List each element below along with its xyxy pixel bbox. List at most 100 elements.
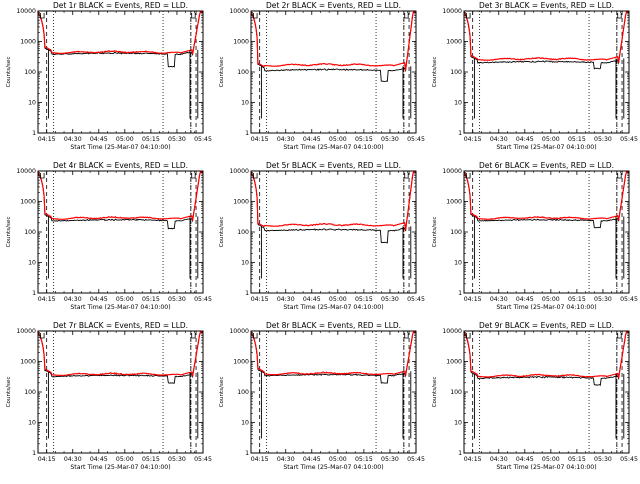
y-tick-label: 10 — [241, 260, 249, 267]
interval-bracket — [191, 13, 196, 19]
y-tick-label: 1 — [32, 290, 36, 297]
x-tick-label: 05:15 — [568, 456, 586, 463]
detector-panel: Det 5r BLACK = Events, RED = LLD. 1 10 100 1… — [219, 161, 425, 311]
y-tick-label: 1 — [32, 450, 36, 457]
y-tick-label: 1000 — [20, 359, 36, 366]
panel-title: Det 2r BLACK = Events, RED = LLD. — [266, 1, 401, 10]
interval-bracket — [40, 173, 45, 179]
y-tick-label: 1000 — [446, 359, 462, 366]
x-tick-label: 05:00 — [542, 136, 560, 143]
x-tick-label: 05:00 — [329, 296, 347, 303]
lld-series-line — [38, 11, 203, 55]
x-tick-label: 05:45 — [194, 296, 212, 303]
x-tick-label: 04:15 — [251, 456, 269, 463]
y-tick-label: 10000 — [16, 328, 36, 335]
x-tick-label: 04:30 — [64, 296, 82, 303]
x-tick-label: 05:15 — [568, 136, 586, 143]
x-tick-label: 04:45 — [303, 136, 321, 143]
y-tick-label: 10 — [241, 420, 249, 427]
events-series-line — [464, 171, 629, 229]
panel-title: Det 1r BLACK = Events, RED = LLD. — [53, 1, 188, 10]
y-tick-label: 1 — [458, 290, 462, 297]
y-tick-label: 10 — [28, 420, 36, 427]
y-axis-label: Counts/sec — [432, 377, 438, 408]
events-series-line — [251, 11, 416, 83]
y-axis-label: Counts/sec — [6, 217, 12, 248]
panel-title: Det 3r BLACK = Events, RED = LLD. — [479, 1, 614, 10]
y-axis-label: Counts/sec — [219, 57, 225, 88]
y-tick-label: 1000 — [20, 39, 36, 46]
interval-bracket — [40, 13, 45, 19]
interval-bracket — [253, 333, 258, 339]
x-tick-label: 04:45 — [516, 296, 534, 303]
plot-frame — [37, 330, 204, 454]
x-tick-label: 05:45 — [620, 456, 638, 463]
x-axis-label: Start Time (25-Mar-07 04:10:00) — [70, 464, 170, 471]
lld-series-line — [464, 331, 629, 379]
y-axis-label: Counts/sec — [6, 57, 12, 88]
x-tick-label: 04:30 — [277, 136, 295, 143]
x-tick-label: 04:45 — [516, 136, 534, 143]
x-tick-label: 04:30 — [64, 136, 82, 143]
interval-bracket — [191, 333, 196, 339]
plot-area — [464, 11, 629, 133]
y-axis-label: Counts/sec — [6, 377, 12, 408]
x-axis-label: Start Time (25-Mar-07 04:10:00) — [283, 144, 383, 151]
x-tick-label: 04:45 — [90, 296, 108, 303]
x-tick-label: 04:45 — [516, 456, 534, 463]
interval-bracket — [466, 333, 471, 339]
y-tick-label: 1000 — [233, 39, 249, 46]
plot-area — [38, 171, 203, 293]
detector-panel: Det 3r BLACK = Events, RED = LLD. 1 10 100 1… — [432, 1, 638, 151]
y-tick-label: 100 — [450, 389, 462, 396]
detector-panel: Det 4r BLACK = Events, RED = LLD. 1 10 100 1… — [6, 161, 212, 311]
x-tick-label: 05:15 — [142, 456, 160, 463]
plot-frame — [37, 10, 204, 134]
x-tick-label: 04:45 — [90, 136, 108, 143]
y-axis-label: Counts/sec — [432, 57, 438, 88]
interval-bracket — [617, 333, 622, 339]
y-tick-label: 1000 — [446, 39, 462, 46]
y-axis-label: Counts/sec — [219, 217, 225, 248]
x-tick-label: 05:30 — [381, 136, 399, 143]
x-tick-label: 05:30 — [594, 136, 612, 143]
x-tick-label: 04:15 — [464, 136, 482, 143]
y-tick-label: 10000 — [229, 8, 249, 15]
x-axis-label: Start Time (25-Mar-07 04:10:00) — [283, 304, 383, 311]
lld-series-line — [251, 171, 416, 231]
events-series-line — [38, 171, 203, 230]
x-tick-label: 04:15 — [464, 456, 482, 463]
detector-panel: Det 8r BLACK = Events, RED = LLD. 1 10 100 1… — [219, 321, 425, 471]
x-tick-label: 04:15 — [38, 456, 56, 463]
y-tick-label: 10000 — [16, 8, 36, 15]
y-tick-label: 10 — [28, 100, 36, 107]
x-tick-label: 05:45 — [407, 456, 425, 463]
y-tick-label: 1 — [245, 450, 249, 457]
panel-title: Det 7r BLACK = Events, RED = LLD. — [53, 321, 188, 330]
y-tick-label: 10000 — [442, 328, 462, 335]
x-tick-label: 05:00 — [329, 136, 347, 143]
x-tick-label: 05:15 — [142, 136, 160, 143]
lld-series-line — [38, 331, 203, 377]
interval-bracket — [404, 333, 409, 339]
interval-bracket — [404, 173, 409, 179]
x-tick-label: 05:30 — [381, 456, 399, 463]
x-tick-label: 05:00 — [542, 296, 560, 303]
x-tick-label: 04:30 — [277, 456, 295, 463]
x-tick-label: 04:45 — [303, 296, 321, 303]
x-tick-label: 05:00 — [329, 456, 347, 463]
y-tick-label: 10 — [454, 100, 462, 107]
interval-bracket — [404, 13, 409, 19]
y-tick-label: 100 — [237, 389, 249, 396]
panel-title: Det 8r BLACK = Events, RED = LLD. — [266, 321, 401, 330]
x-tick-label: 05:00 — [542, 456, 560, 463]
detector-panel: Det 2r BLACK = Events, RED = LLD. 1 10 100 1… — [219, 1, 425, 151]
x-tick-label: 04:30 — [490, 456, 508, 463]
y-tick-label: 10000 — [442, 8, 462, 15]
y-tick-label: 1000 — [233, 199, 249, 206]
x-tick-label: 05:00 — [116, 296, 134, 303]
x-tick-label: 05:30 — [381, 296, 399, 303]
x-axis-label: Start Time (25-Mar-07 04:10:00) — [496, 464, 596, 471]
y-tick-label: 100 — [24, 69, 36, 76]
